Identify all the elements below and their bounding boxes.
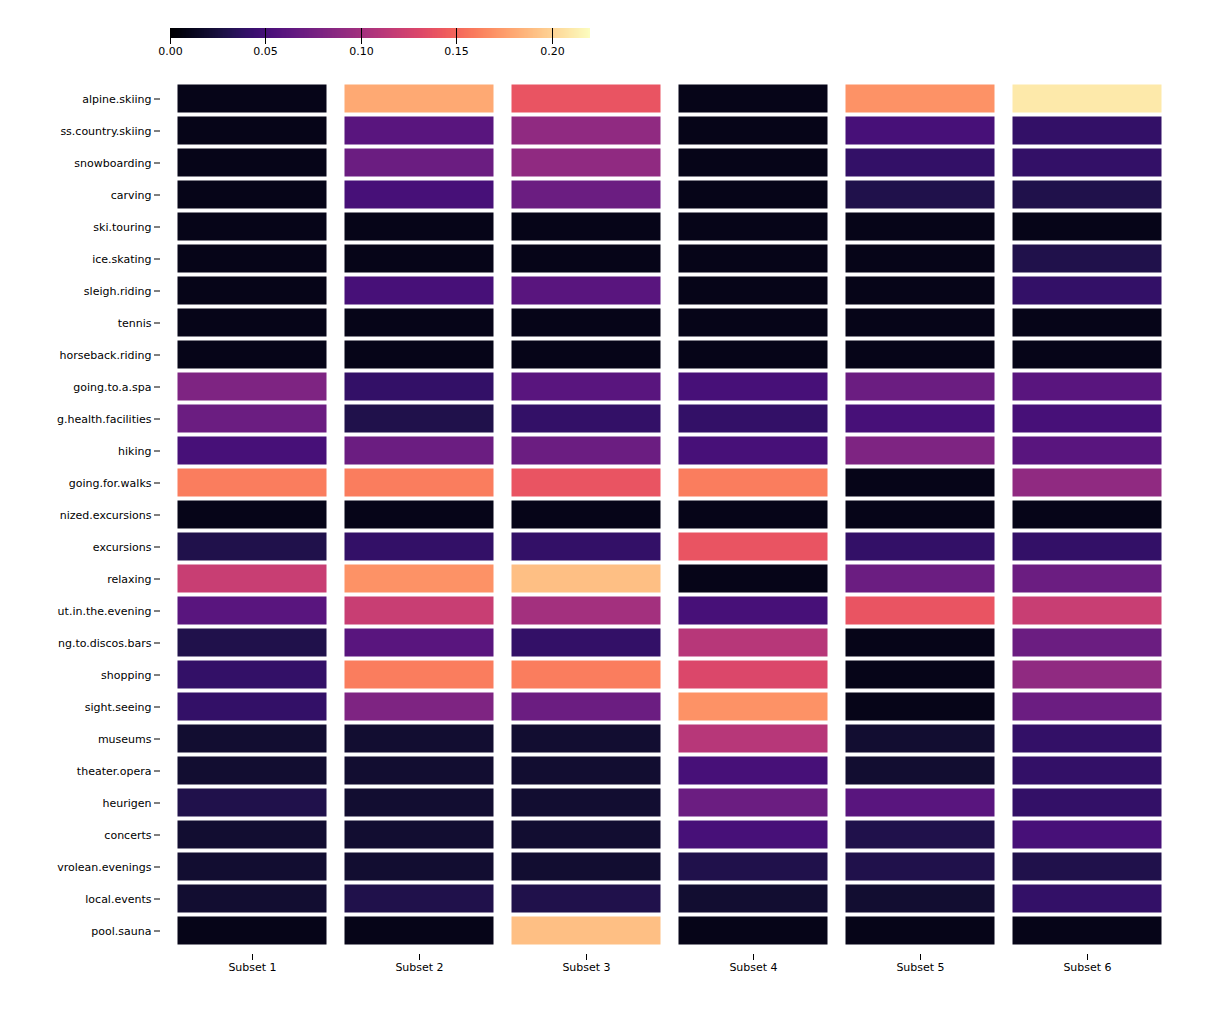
svg-text:heurigen: heurigen bbox=[102, 797, 151, 810]
svg-text:0.05: 0.05 bbox=[253, 45, 278, 58]
svg-text:theater.opera: theater.opera bbox=[77, 765, 152, 778]
svg-text:hiking: hiking bbox=[118, 445, 151, 458]
svg-text:ski.touring: ski.touring bbox=[93, 221, 151, 234]
svg-text:shopping: shopping bbox=[101, 669, 151, 682]
svg-text:local.events: local.events bbox=[85, 893, 151, 906]
svg-text:Subset 5: Subset 5 bbox=[896, 961, 944, 974]
svg-text:Subset 1: Subset 1 bbox=[228, 961, 276, 974]
svg-text:pool.sauna: pool.sauna bbox=[91, 925, 151, 938]
svg-text:g.health.facilities: g.health.facilities bbox=[57, 413, 152, 426]
svg-text:ut.in.the.evening: ut.in.the.evening bbox=[58, 605, 152, 618]
svg-text:sight.seeing: sight.seeing bbox=[85, 701, 152, 714]
svg-text:tennis: tennis bbox=[118, 317, 152, 330]
svg-text:ice.skating: ice.skating bbox=[92, 253, 151, 266]
svg-text:horseback.riding: horseback.riding bbox=[60, 349, 152, 362]
svg-text:vrolean.evenings: vrolean.evenings bbox=[57, 861, 152, 874]
svg-text:Subset 3: Subset 3 bbox=[562, 961, 610, 974]
svg-text:Subset 6: Subset 6 bbox=[1063, 961, 1111, 974]
svg-text:alpine.skiing: alpine.skiing bbox=[82, 93, 151, 106]
svg-text:sleigh.riding: sleigh.riding bbox=[84, 285, 152, 298]
svg-text:ss.country.skiing: ss.country.skiing bbox=[60, 125, 151, 138]
svg-text:concerts: concerts bbox=[104, 829, 151, 842]
svg-text:0.00: 0.00 bbox=[158, 45, 183, 58]
svg-text:nized.excursions: nized.excursions bbox=[60, 509, 152, 522]
svg-text:ng.to.discos.bars: ng.to.discos.bars bbox=[58, 637, 152, 650]
svg-text:going.to.a.spa: going.to.a.spa bbox=[73, 381, 151, 394]
svg-text:Subset 2: Subset 2 bbox=[395, 961, 443, 974]
svg-text:0.15: 0.15 bbox=[444, 45, 469, 58]
svg-text:0.10: 0.10 bbox=[349, 45, 374, 58]
svg-text:museums: museums bbox=[98, 733, 152, 746]
svg-text:carving: carving bbox=[111, 189, 152, 202]
svg-text:Subset 4: Subset 4 bbox=[729, 961, 777, 974]
svg-text:relaxing: relaxing bbox=[107, 573, 151, 586]
svg-text:0.20: 0.20 bbox=[540, 45, 565, 58]
svg-text:excursions: excursions bbox=[93, 541, 152, 554]
svg-text:going.for.walks: going.for.walks bbox=[69, 477, 152, 490]
svg-text:snowboarding: snowboarding bbox=[74, 157, 151, 170]
